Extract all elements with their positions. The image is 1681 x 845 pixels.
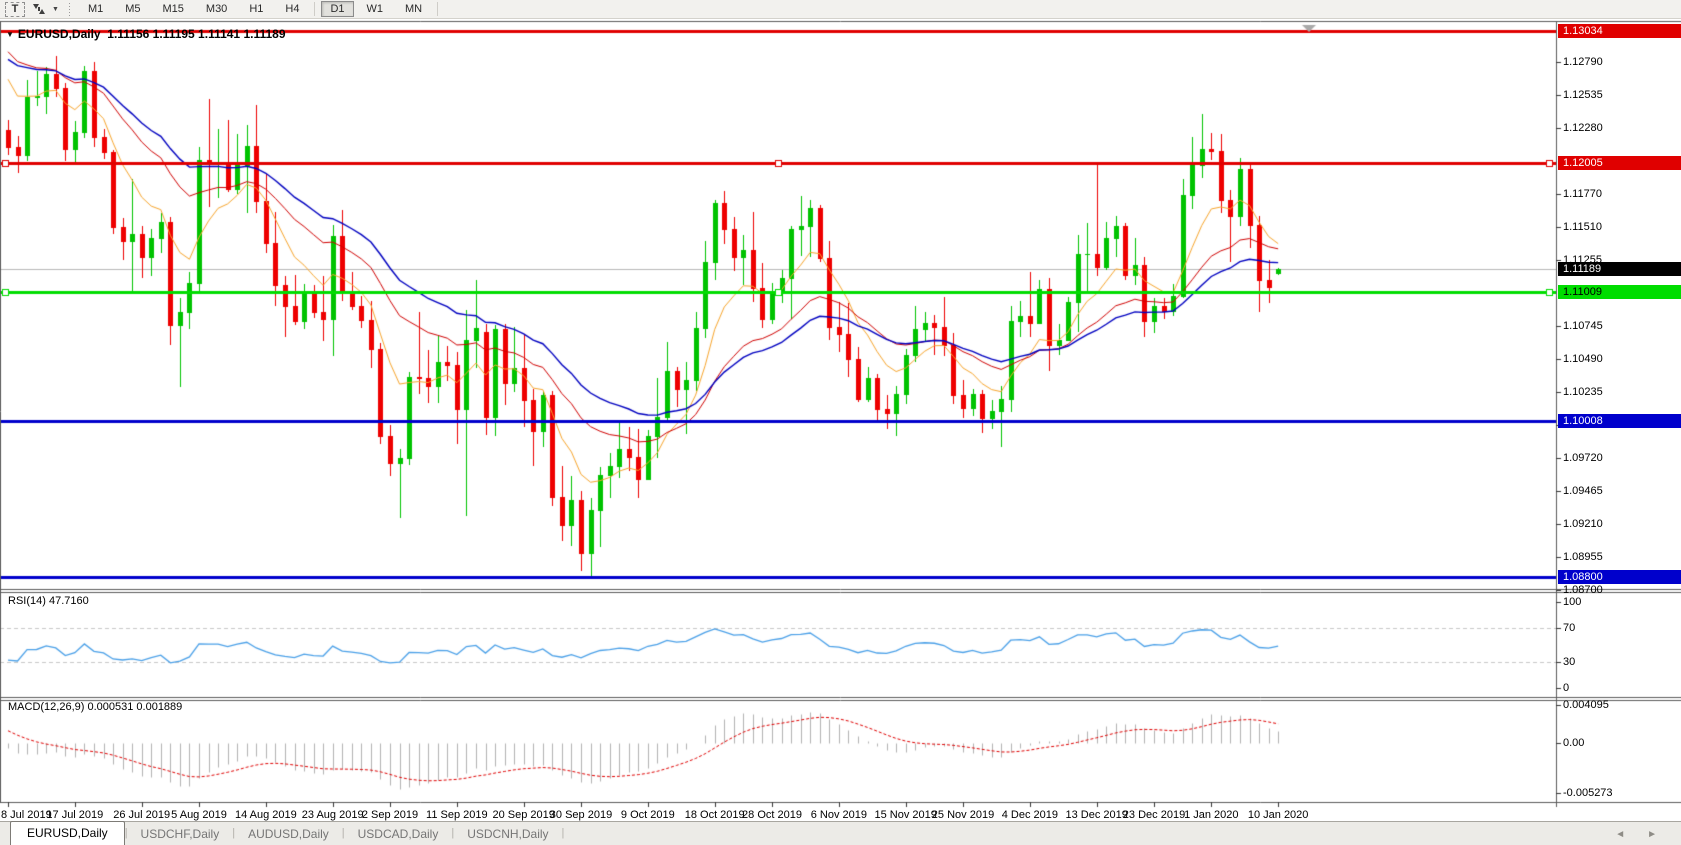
tab-scrollers: ◄ ► — [1615, 829, 1657, 840]
timeframe-button-m15[interactable]: M15 — [162, 3, 184, 15]
macd-tick-label: 0.004095 — [1563, 699, 1609, 711]
macd-indicator-label: MACD(12,26,9) 0.000531 0.001889 — [8, 701, 183, 713]
date-label: 26 Jul 2019 — [113, 809, 171, 821]
timeframe-button-mn[interactable]: MN — [405, 3, 423, 15]
chart-canvas[interactable] — [0, 19, 1681, 821]
timeframe-button-m5[interactable]: M5 — [125, 3, 141, 15]
tabs-scroll-right-icon[interactable]: ► — [1647, 829, 1657, 840]
date-label: 30 Sep 2019 — [549, 809, 613, 821]
price-badge-111009: 1.11009 — [1558, 284, 1681, 299]
price-badge-111189: 1.11189 — [1558, 261, 1681, 276]
date-label: 23 Aug 2019 — [301, 809, 364, 821]
chart-tabs: EURUSD,Daily | USDCHF,Daily | AUDUSD,Daily | U… — [10, 821, 564, 845]
chart-tab-usdcad[interactable]: USDCAD,Daily — [357, 827, 439, 841]
chart-title: ▼ EURUSD,Daily 1.11156 1.11195 1.11141 1.… — [6, 27, 286, 41]
date-label: 14 Aug 2019 — [234, 809, 297, 821]
date-label: 25 Nov 2019 — [931, 809, 995, 821]
chart-tab-usdcnh[interactable]: USDCNH,Daily — [467, 827, 549, 841]
price-badge-113034: 1.13034 — [1558, 23, 1681, 38]
date-label: 13 Dec 2019 — [1065, 809, 1128, 821]
chart-ohlc-values: 1.11156 1.11195 1.11141 1.11189 — [107, 27, 286, 41]
tab-separator: | — [232, 827, 236, 839]
date-label: 17 Jul 2019 — [46, 809, 104, 821]
tab-separator: | — [451, 827, 455, 839]
price-tick-label: 1.12280 — [1563, 121, 1603, 134]
arrows-tool-icon[interactable] — [28, 0, 50, 18]
rsi-tick-label: 0 — [1563, 682, 1570, 694]
rsi-tick-label: 70 — [1563, 621, 1576, 634]
macd-tick-label: 0.00 — [1563, 737, 1585, 750]
date-label: 15 Nov 2019 — [874, 809, 937, 821]
timeframe-button-m30[interactable]: M30 — [205, 3, 228, 15]
price-tick-label: 1.08955 — [1563, 551, 1603, 564]
date-label: 4 Dec 2019 — [1001, 809, 1058, 821]
timeframe-button-h4[interactable]: H4 — [285, 3, 300, 15]
chart-marker-icon: ▼ — [6, 30, 14, 39]
price-tick-label: 1.09720 — [1563, 452, 1603, 465]
text-tool-button[interactable]: T — [5, 1, 25, 17]
chart-tab-usdchf[interactable]: USDCHF,Daily — [140, 827, 220, 841]
toolbar-separator — [314, 2, 316, 16]
chevron-down-icon[interactable]: ▼ — [52, 5, 59, 13]
tab-separator: | — [561, 827, 565, 839]
top-toolbar: T ▼ M1 M5 M15 M30 H1 H4 D1 W1 MN — [0, 0, 1681, 19]
price-tick-label: 1.08700 — [1563, 584, 1603, 596]
price-tick-label: 1.10235 — [1563, 385, 1603, 398]
timeframe-button-m1[interactable]: M1 — [87, 3, 104, 15]
date-label: 10 Jan 2020 — [1247, 809, 1309, 821]
timeframe-button-d1[interactable]: D1 — [321, 1, 354, 17]
tab-separator: | — [124, 827, 128, 839]
chart-tab-bar: EURUSD,Daily | USDCHF,Daily | AUDUSD,Daily | U… — [0, 821, 1681, 845]
date-label: 11 Sep 2019 — [426, 809, 488, 821]
price-tick-label: 1.10745 — [1563, 320, 1603, 332]
timeframe-button-w1[interactable]: W1 — [366, 3, 384, 15]
chart-tab-eurusd[interactable]: EURUSD,Daily — [10, 821, 125, 845]
price-tick-label: 1.12535 — [1563, 88, 1603, 101]
date-label: 28 Oct 2019 — [742, 809, 802, 821]
price-badge-108800: 1.08800 — [1558, 570, 1681, 585]
timeframe-button-group: M1 M5 M15 M30 H1 H4 D1 W1 MN — [77, 1, 442, 17]
price-badge-112005: 1.12005 — [1558, 156, 1681, 171]
date-label: 8 Jul 2019 — [1, 809, 52, 821]
price-tick-label: 1.09465 — [1563, 485, 1603, 498]
price-tick-label: 1.12790 — [1563, 56, 1603, 69]
toolbar-grip[interactable] — [67, 2, 71, 16]
rsi-tick-label: 30 — [1563, 656, 1576, 669]
toolbar-separator — [437, 2, 439, 16]
chart-symbol-period: EURUSD,Daily — [17, 27, 101, 41]
tab-separator: | — [341, 827, 345, 839]
rsi-tick-label: 100 — [1563, 596, 1582, 608]
price-tick-label: 1.09210 — [1563, 518, 1603, 531]
price-badge-110008: 1.10008 — [1558, 414, 1681, 429]
tabs-scroll-left-icon[interactable]: ◄ — [1615, 829, 1626, 840]
rsi-indicator-label: RSI(14) 47.7160 — [8, 595, 89, 607]
timeframe-button-h1[interactable]: H1 — [249, 3, 264, 15]
price-tick-label: 1.11510 — [1563, 221, 1602, 234]
price-tick-label: 1.11770 — [1563, 187, 1602, 200]
date-label: 9 Oct 2019 — [620, 809, 675, 821]
date-label: 18 Oct 2019 — [684, 809, 745, 821]
date-label: 23 Dec 2019 — [1122, 809, 1186, 821]
date-label: 6 Nov 2019 — [810, 809, 867, 821]
date-label: 1 Jan 2020 — [1184, 809, 1239, 821]
price-tick-label: 1.10490 — [1563, 352, 1603, 365]
date-label: 2 Sep 2019 — [361, 809, 419, 821]
date-label: 20 Sep 2019 — [492, 809, 555, 821]
date-label: 5 Aug 2019 — [171, 809, 227, 821]
chart-tab-audusd[interactable]: AUDUSD,Daily — [248, 827, 329, 841]
macd-tick-label: -0.005273 — [1563, 787, 1613, 799]
